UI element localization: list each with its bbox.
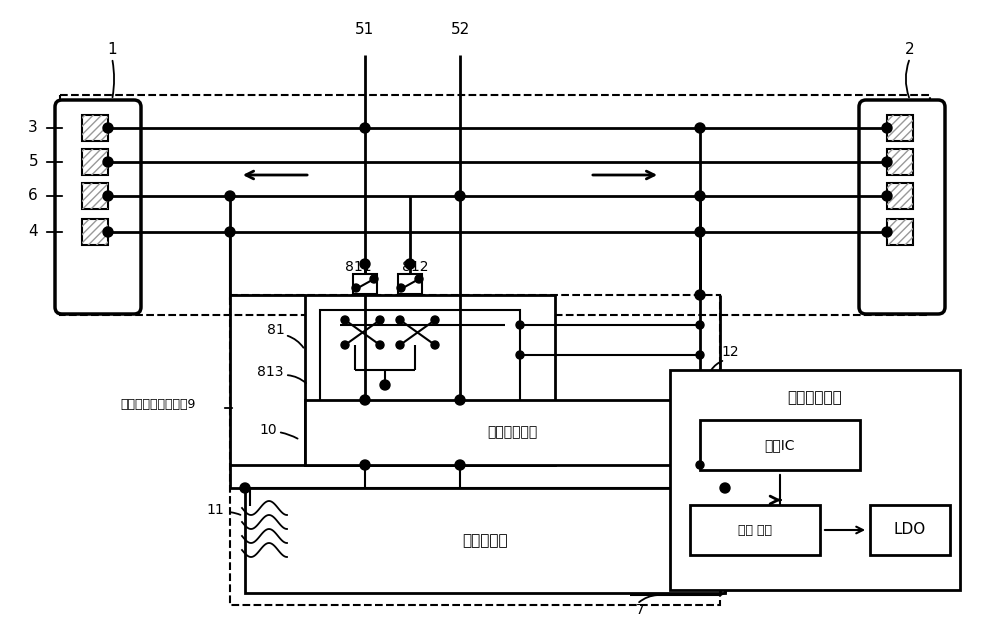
Circle shape [695, 290, 705, 300]
Circle shape [415, 275, 423, 283]
Bar [887, 183, 913, 209]
Bar [670, 370, 960, 590]
Bar [700, 420, 860, 470]
Bar [887, 149, 913, 175]
Text: 811: 811 [345, 260, 371, 274]
Bar [887, 149, 913, 175]
Bar [887, 219, 913, 245]
Circle shape [431, 341, 439, 349]
Circle shape [103, 123, 113, 133]
Circle shape [516, 351, 524, 359]
Text: 电源管理单元: 电源管理单元 [788, 391, 842, 406]
Circle shape [103, 227, 113, 237]
Circle shape [882, 157, 892, 167]
Circle shape [455, 395, 465, 405]
Bar [887, 183, 913, 209]
Circle shape [396, 316, 404, 324]
Bar [82, 219, 108, 245]
Circle shape [240, 483, 250, 493]
Text: 5: 5 [28, 155, 38, 170]
Circle shape [352, 284, 360, 292]
Text: 充电 电池: 充电 电池 [738, 524, 772, 536]
Circle shape [360, 259, 370, 269]
Bar [82, 219, 108, 245]
Text: 测温读取单元: 测温读取单元 [487, 425, 538, 440]
Text: 6: 6 [28, 189, 38, 204]
Circle shape [341, 341, 349, 349]
Bar [887, 219, 913, 245]
Circle shape [431, 316, 439, 324]
Circle shape [516, 321, 524, 329]
Circle shape [882, 191, 892, 201]
Circle shape [455, 191, 465, 201]
Text: 测温传感器: 测温传感器 [462, 533, 508, 548]
Circle shape [455, 460, 465, 470]
Bar [82, 115, 108, 141]
Bar [60, 95, 930, 315]
Text: 测温信道开关控制器9: 测温信道开关控制器9 [120, 399, 195, 411]
Circle shape [695, 123, 705, 133]
Text: 52: 52 [450, 23, 470, 37]
Circle shape [405, 259, 415, 269]
FancyBboxPatch shape [55, 100, 141, 314]
Text: 813: 813 [257, 365, 283, 379]
Circle shape [397, 284, 405, 292]
Text: 81: 81 [267, 323, 285, 337]
Circle shape [360, 123, 370, 133]
Circle shape [225, 191, 235, 201]
Circle shape [380, 380, 390, 390]
Bar [82, 183, 108, 209]
Text: 4: 4 [28, 225, 38, 240]
Bar [320, 310, 520, 415]
Text: 充电IC: 充电IC [765, 438, 795, 452]
Circle shape [720, 483, 730, 493]
Circle shape [360, 395, 370, 405]
Circle shape [696, 351, 704, 359]
Circle shape [376, 341, 384, 349]
Circle shape [882, 123, 892, 133]
Circle shape [696, 321, 704, 329]
Bar [82, 149, 108, 175]
Text: 51: 51 [355, 23, 375, 37]
Bar [887, 115, 913, 141]
Text: 12: 12 [721, 345, 739, 359]
Circle shape [695, 227, 705, 237]
Bar [887, 115, 913, 141]
Bar [305, 400, 720, 465]
Bar [305, 295, 555, 465]
Circle shape [103, 191, 113, 201]
Circle shape [396, 341, 404, 349]
Bar [82, 149, 108, 175]
Bar [353, 274, 377, 294]
Circle shape [360, 460, 370, 470]
Circle shape [370, 275, 378, 283]
Circle shape [695, 191, 705, 201]
Circle shape [103, 157, 113, 167]
Text: 11: 11 [206, 503, 224, 517]
Bar [230, 295, 720, 605]
Bar [690, 505, 820, 555]
Bar [245, 488, 725, 593]
FancyBboxPatch shape [859, 100, 945, 314]
Circle shape [696, 461, 704, 469]
Bar [870, 505, 950, 555]
Text: 10: 10 [259, 423, 277, 437]
Circle shape [882, 227, 892, 237]
Text: 7: 7 [636, 603, 644, 617]
Circle shape [225, 227, 235, 237]
Bar [82, 183, 108, 209]
Text: 812: 812 [402, 260, 428, 274]
Circle shape [376, 316, 384, 324]
Text: 3: 3 [28, 121, 38, 136]
Text: 1: 1 [107, 42, 117, 57]
Circle shape [341, 316, 349, 324]
Bar [398, 274, 422, 294]
Text: 2: 2 [905, 42, 915, 57]
Text: LDO: LDO [894, 522, 926, 538]
Bar [82, 115, 108, 141]
